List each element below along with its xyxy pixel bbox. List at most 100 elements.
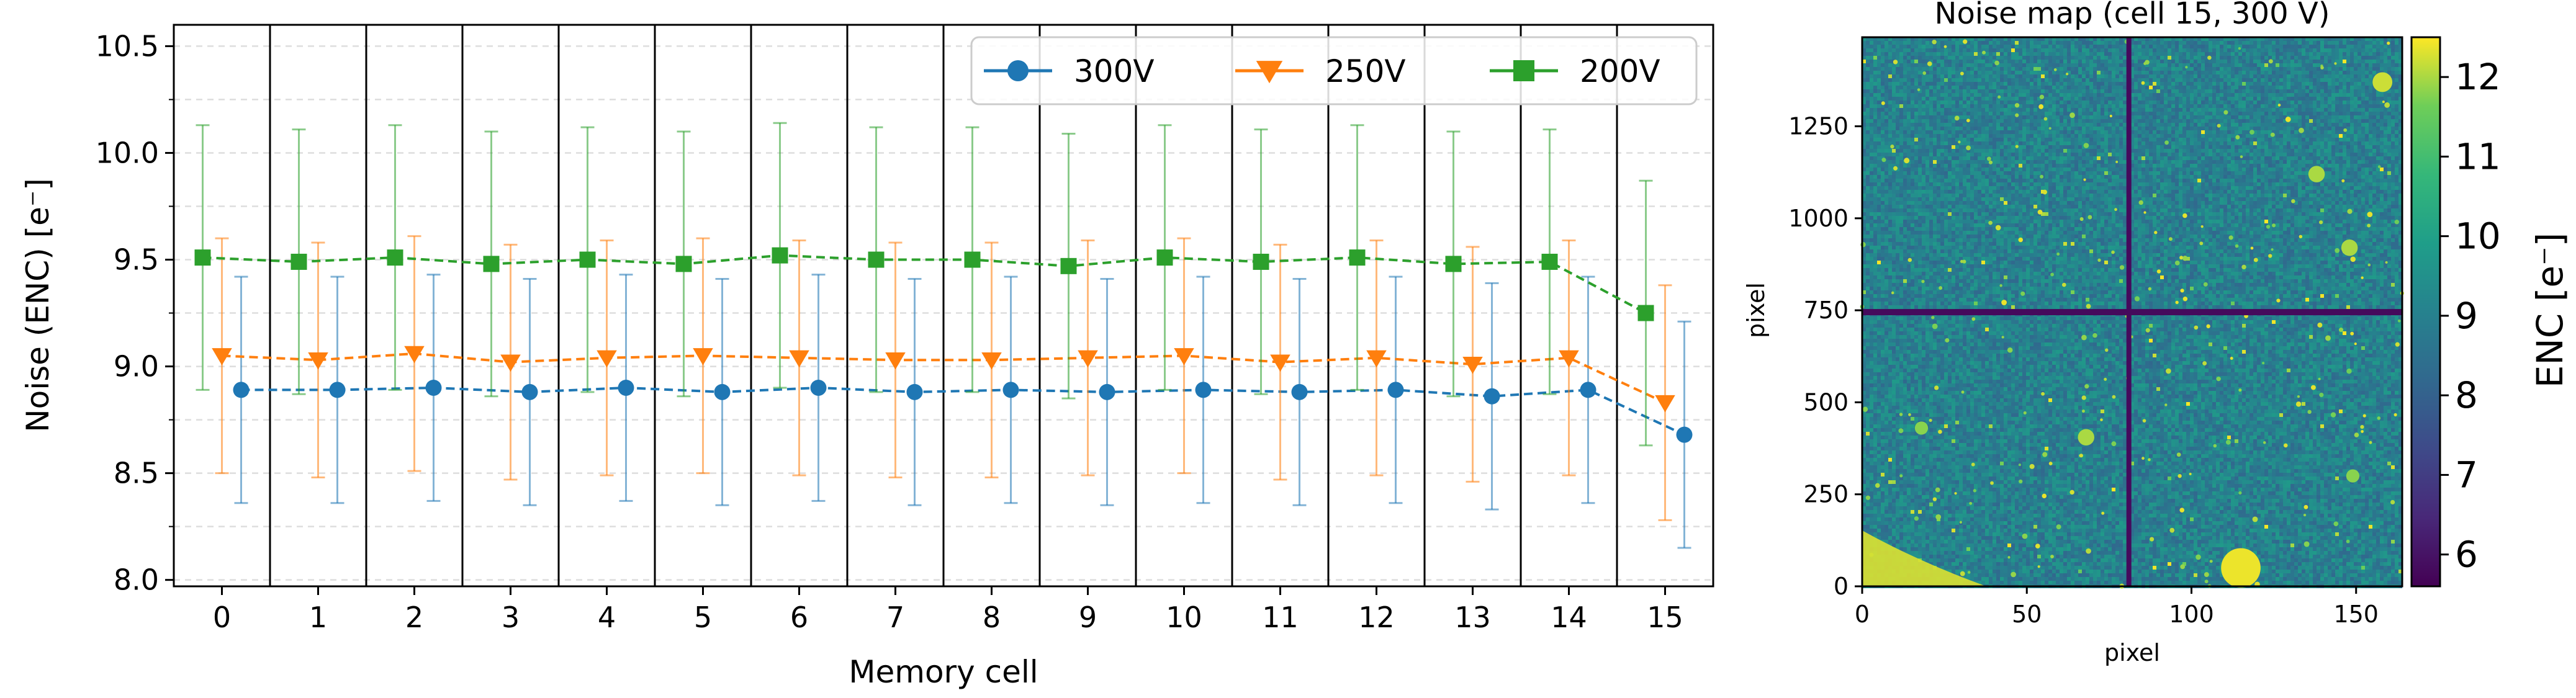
heatmap-cell [2149, 82, 2153, 86]
heatmap-cell [2171, 97, 2175, 101]
heatmap-cell [2056, 115, 2060, 119]
heatmap-cell [1903, 130, 1907, 134]
heatmap-cell [2045, 127, 2048, 130]
heatmap-cell [2108, 74, 2112, 78]
heatmap-cell [2391, 138, 2395, 141]
heatmap-cell [1989, 97, 1993, 101]
heatmap-cell [2287, 89, 2290, 93]
heatmap-cell [2104, 115, 2108, 119]
heatmap-cell [1911, 78, 1914, 82]
heatmap-cell [1993, 56, 1996, 60]
heatmap-cell [2346, 89, 2350, 93]
heatmap-cell [1974, 60, 1978, 63]
heatmap-cell [2074, 138, 2078, 141]
heatmap-cell [2071, 93, 2074, 97]
heatmap-cell [2168, 74, 2171, 78]
heatmap-cell [2093, 153, 2097, 156]
heatmap-cell [1866, 52, 1870, 56]
heatmap-cell [2197, 123, 2201, 127]
heatmap-cell [2223, 52, 2227, 56]
heatmap-cell [2141, 37, 2145, 41]
heatmap-cell [2000, 149, 2004, 153]
heatmap-cell [2108, 130, 2112, 134]
heatmap-cell [2212, 141, 2216, 145]
heatmap-cell [2119, 67, 2123, 71]
heatmap-cell [2041, 138, 2045, 141]
heatmap-cell [2395, 89, 2398, 93]
heatmap-cell [2261, 52, 2264, 56]
heatmap-cell [2227, 45, 2231, 48]
heatmap-cell [2037, 108, 2041, 112]
heatmap-cell [2086, 134, 2089, 138]
heatmap-cell [1944, 149, 1948, 153]
heatmap-cell [2369, 112, 2372, 115]
heatmap-cell [1922, 74, 1925, 78]
heatmap-cell [2328, 48, 2331, 52]
heatmap-cell [2004, 153, 2007, 156]
heatmap-cell [2328, 37, 2331, 41]
heatmap-cell [2235, 153, 2238, 156]
heatmap-cell [1937, 149, 1940, 153]
heatmap-cell [2037, 48, 2041, 52]
heatmap-cell [2324, 141, 2328, 145]
heatmap-cell [1881, 119, 1885, 123]
heatmap-cell [2000, 78, 2004, 82]
heatmap-cell [1870, 60, 1873, 63]
heatmap-cell [2101, 108, 2104, 112]
heatmap-cell [2320, 115, 2324, 119]
heatmap-cell [2033, 63, 2037, 67]
heatmap-cell [2257, 89, 2261, 93]
heatmap-cell [2305, 101, 2309, 104]
heatmap-cell [2000, 119, 2004, 123]
heatmap-cell [1966, 138, 1970, 141]
heatmap-cell [1952, 149, 1955, 153]
heatmap-cell [2339, 97, 2343, 101]
heatmap-cell [2130, 93, 2134, 97]
heatmap-cell [2309, 141, 2313, 145]
heatmap-cell [2186, 108, 2190, 112]
heatmap-cell [2063, 37, 2067, 41]
heatmap-cell [1974, 45, 1978, 48]
heatmap-cell [1993, 127, 1996, 130]
heatmap-cell [1993, 60, 1996, 63]
heatmap-cell [2391, 93, 2395, 97]
heatmap-cell [2298, 119, 2302, 123]
heatmap-cell [2220, 52, 2223, 56]
heatmap-cell [1959, 130, 1963, 134]
data-point [1580, 382, 1596, 398]
heatmap-cell [2145, 115, 2149, 119]
heatmap-cell [2160, 86, 2164, 89]
heatmap-cell [2168, 130, 2171, 134]
heatmap-cell [2153, 153, 2156, 156]
heatmap-cell [2186, 41, 2190, 45]
heatmap-cell [2022, 115, 2026, 119]
heatmap-cell [2238, 149, 2242, 153]
heatmap-cell [2369, 149, 2372, 153]
heatmap-cell [2015, 153, 2019, 156]
heatmap-cell [2354, 97, 2358, 101]
heatmap-cell [2141, 63, 2145, 67]
heatmap-cell [1940, 153, 1944, 156]
heatmap-cell [1996, 104, 2000, 108]
heatmap-cell [2249, 63, 2253, 67]
heatmap-cell [2149, 74, 2153, 78]
heatmap-cell [2227, 89, 2231, 93]
heatmap-cell [2164, 115, 2168, 119]
heatmap-cell [1940, 93, 1944, 97]
data-point [329, 382, 346, 398]
heatmap-cell [2071, 134, 2074, 138]
heatmap-cell [2037, 153, 2041, 156]
heatmap-cell [2320, 112, 2324, 115]
heatmap-cell [2019, 86, 2022, 89]
heatmap-cell [2376, 141, 2380, 145]
heatmap-cell [1922, 134, 1925, 138]
heatmap-cell [2246, 93, 2249, 97]
heatmap-cell [2331, 127, 2335, 130]
heatmap-cell [1940, 138, 1944, 141]
heatmap-cell [2197, 41, 2201, 45]
heatmap-cell [2343, 104, 2346, 108]
heatmap-cell [1929, 60, 1933, 63]
heatmap-cell [2324, 127, 2328, 130]
heatmap-cell [2272, 104, 2276, 108]
heatmap-cell [1963, 89, 1966, 93]
